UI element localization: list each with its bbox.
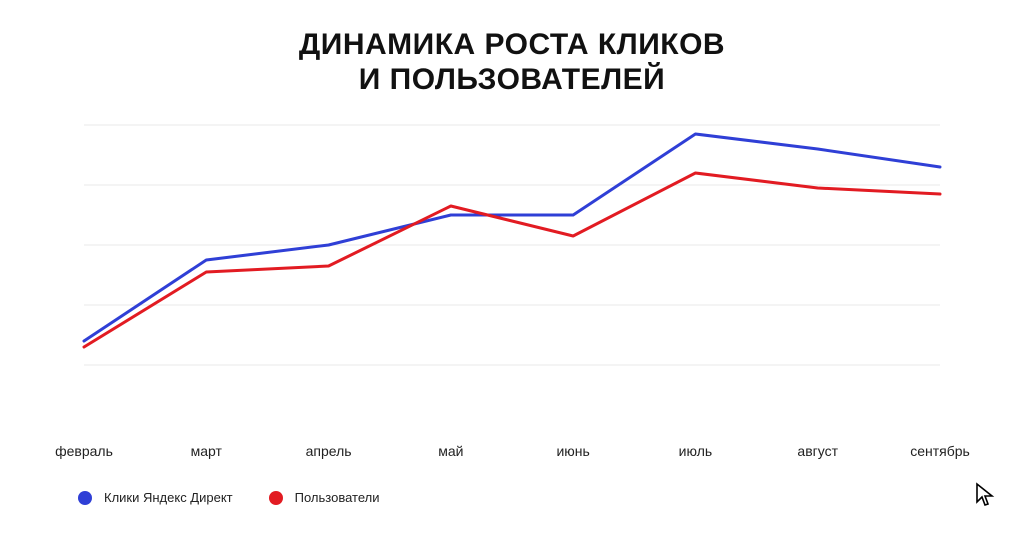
chart-title: ДИНАМИКА РОСТА КЛИКОВ И ПОЛЬЗОВАТЕЛЕЙ	[0, 28, 1024, 97]
cursor-icon	[974, 482, 996, 513]
x-axis-label: апрель	[306, 443, 352, 459]
legend: Клики Яндекс Директ Пользователи	[78, 490, 379, 505]
legend-label: Клики Яндекс Директ	[104, 490, 233, 505]
x-axis-label: июль	[679, 443, 712, 459]
chart-title-line2: И ПОЛЬЗОВАТЕЛЕЙ	[359, 63, 665, 96]
x-axis-label: май	[438, 443, 463, 459]
legend-item: Клики Яндекс Директ	[78, 490, 233, 505]
x-axis-label: август	[797, 443, 838, 459]
legend-label: Пользователи	[295, 490, 380, 505]
legend-item: Пользователи	[269, 490, 380, 505]
chart-title-line1: ДИНАМИКА РОСТА КЛИКОВ	[299, 28, 725, 61]
x-axis-label: март	[191, 443, 222, 459]
legend-swatch	[269, 491, 283, 505]
legend-swatch	[78, 491, 92, 505]
x-axis-label: февраль	[55, 443, 113, 459]
x-axis-label: июнь	[556, 443, 589, 459]
x-axis-label: сентябрь	[910, 443, 970, 459]
